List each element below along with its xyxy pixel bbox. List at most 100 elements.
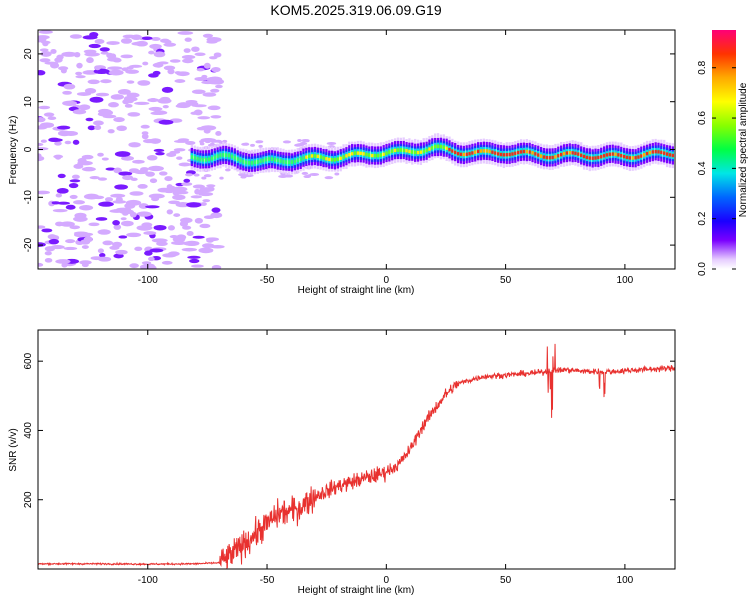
- heatmap-cell: [110, 94, 124, 100]
- heatmap-cell: [167, 225, 175, 231]
- colorbar-tick-label: 0.2: [697, 211, 708, 225]
- heatmap-cell: [112, 220, 120, 226]
- heatmap-cell: [193, 155, 196, 160]
- heatmap-cell: [622, 154, 626, 159]
- heatmap-cell: [648, 150, 652, 155]
- heatmap-cell: [61, 51, 77, 57]
- heatmap-cell: [353, 151, 357, 155]
- heatmap-cell: [643, 153, 646, 157]
- heatmap-cell: [189, 258, 200, 264]
- heatmap-cell: [497, 152, 500, 156]
- heatmap-cell: [113, 167, 122, 174]
- colorbar-tick-label: 0.0: [697, 262, 708, 276]
- heatmap-cell: [205, 157, 208, 162]
- heatmap-cell: [448, 147, 451, 152]
- heatmap-cell: [405, 149, 408, 153]
- heatmap-cell: [85, 117, 94, 122]
- heatmap-cell: [600, 155, 603, 159]
- heatmap-cell: [236, 157, 239, 162]
- heatmap-cell: [40, 139, 47, 143]
- heatmap-cell: [525, 149, 528, 154]
- heatmap-cell: [382, 152, 385, 156]
- heatmap-cell: [125, 69, 140, 74]
- heatmap-cell: [74, 212, 87, 219]
- heatmap-cell: [120, 220, 134, 227]
- heatmap-cell: [242, 159, 245, 164]
- snr-y-axis-label: SNR (v/v): [8, 428, 19, 471]
- heatmap-cell: [126, 80, 135, 84]
- heatmap-cell: [100, 79, 112, 84]
- x-tick-label: -100: [138, 275, 158, 286]
- heatmap-cell: [191, 89, 206, 95]
- heatmap-cell: [54, 57, 63, 63]
- heatmap-cell: [494, 151, 497, 155]
- heatmap-cell: [330, 158, 334, 162]
- heatmap-cell: [63, 83, 76, 90]
- heatmap-cell: [419, 150, 423, 154]
- heatmap-cell: [101, 157, 109, 161]
- heatmap-cell: [210, 156, 214, 161]
- heatmap-cell: [100, 109, 114, 116]
- heatmap-cell: [140, 124, 150, 129]
- heatmap-cell: [282, 140, 292, 144]
- heatmap-cell: [86, 57, 94, 64]
- heatmap-cell: [111, 209, 121, 213]
- heatmap-cell: [200, 125, 217, 131]
- heatmap-cell: [588, 156, 591, 160]
- heatmap-cell: [245, 160, 248, 165]
- heatmap-cell: [388, 150, 391, 154]
- heatmap-cell: [117, 88, 131, 95]
- heatmap-cell: [328, 157, 331, 162]
- heatmap-cell: [194, 188, 201, 195]
- heatmap-cell: [38, 155, 45, 162]
- heatmap-cell: [431, 146, 434, 150]
- heatmap-cell: [202, 33, 214, 38]
- heatmap-cell: [474, 150, 477, 154]
- heatmap-cell: [75, 75, 86, 79]
- heatmap-cell: [288, 160, 291, 165]
- heatmap-cell: [657, 150, 660, 154]
- heatmap-cell: [402, 148, 405, 152]
- heatmap-cell: [69, 194, 78, 199]
- heatmap-cell: [253, 160, 256, 165]
- heatmap-cell: [52, 208, 68, 213]
- heatmap-cell: [279, 159, 282, 163]
- heatmap-cell: [422, 149, 425, 154]
- heatmap-cell: [319, 155, 322, 159]
- heatmap-cell: [196, 67, 205, 72]
- heatmap-cell: [201, 176, 207, 180]
- heatmap-cell: [158, 119, 174, 125]
- heatmap-cell: [121, 67, 129, 72]
- heatmap-cell: [565, 151, 569, 155]
- heatmap-cell: [534, 152, 537, 156]
- heatmap-cell: [216, 154, 219, 159]
- heatmap-cell: [482, 149, 486, 153]
- heatmap-cell: [365, 152, 368, 157]
- heatmap-cell: [442, 145, 445, 149]
- heatmap-cell: [169, 59, 181, 63]
- heatmap-cell: [185, 140, 196, 145]
- heatmap-cell: [149, 178, 158, 184]
- heatmap-cell: [625, 155, 629, 160]
- y-tick-label: 400: [23, 422, 34, 439]
- heatmap-cell: [299, 157, 302, 162]
- heatmap-cell: [259, 159, 262, 164]
- heatmap-cell: [128, 142, 141, 148]
- heatmap-cell: [78, 205, 94, 211]
- y-tick-label: 20: [23, 48, 34, 60]
- heatmap-cell: [129, 211, 137, 218]
- heatmap-cell: [81, 154, 94, 160]
- heatmap-cell: [127, 112, 141, 117]
- heatmap-cell: [551, 155, 554, 160]
- heatmap-cell: [72, 109, 87, 115]
- x-tick-label: 100: [617, 275, 634, 286]
- heatmap-cell: [325, 157, 328, 161]
- heatmap-cell: [285, 160, 288, 165]
- heatmap-cell: [411, 150, 414, 154]
- heatmap-cell: [502, 153, 506, 157]
- heatmap-cell: [185, 173, 193, 177]
- heatmap-cell: [514, 151, 517, 155]
- heatmap-cell: [113, 253, 124, 259]
- heatmap-cell: [505, 153, 508, 157]
